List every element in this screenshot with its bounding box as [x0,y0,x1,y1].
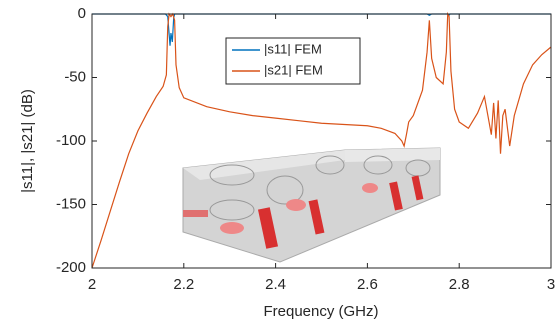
x-tick-label: 2.8 [449,276,470,293]
filter-illustration [183,148,440,262]
y-tick-label: -150 [56,195,86,212]
y-tick-label: 0 [78,5,86,22]
coil [220,222,244,234]
y-tick-label: -200 [56,259,86,276]
port [183,210,208,217]
x-tick-label: 2.4 [265,276,286,293]
page: {"chart_data": {"type": "line", "xlabel"… [0,0,559,329]
y-tick-label: -100 [56,132,86,149]
y-axis-title: |s11|, |s21| (dB) [19,89,36,193]
coil [362,183,378,193]
y-tick-label: -50 [64,68,86,85]
legend-label: |s21| FEM [264,62,323,77]
legend-label: |s11| FEM [264,41,322,56]
housing-top [345,148,440,162]
coil [286,199,306,211]
x-axis-title: Frequency (GHz) [263,303,378,320]
x-tick-label: 2.2 [173,276,194,293]
chart: Frequency (GHz) |s11|, |s21| (dB) -200 -1… [0,0,559,329]
x-tick-label: 3 [547,276,555,293]
x-tick-label: 2 [88,276,96,293]
x-tick-label: 2.6 [357,276,378,293]
